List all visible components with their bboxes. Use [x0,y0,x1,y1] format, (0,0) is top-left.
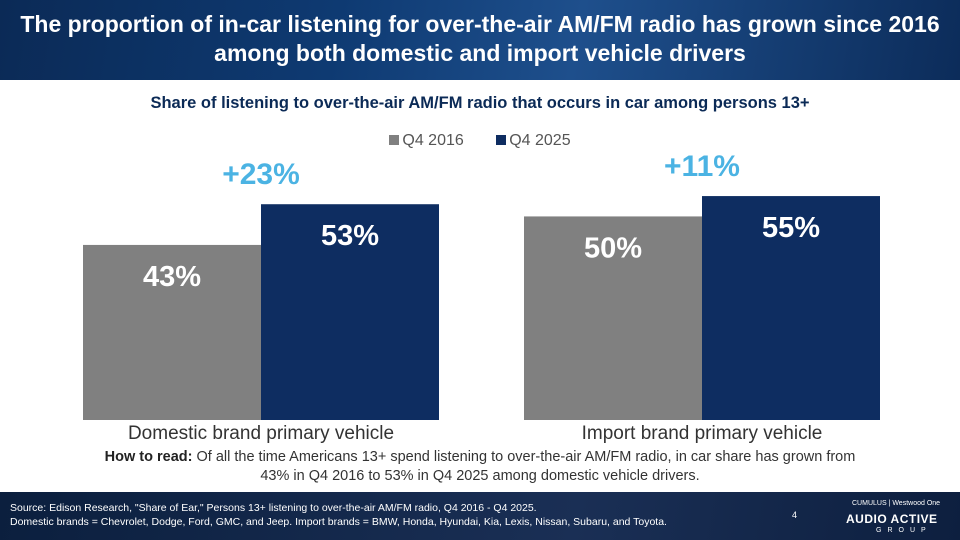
brand-top-line: CUMULUS | Westwood One [852,500,941,507]
data-label-1-2: 53% [321,220,379,252]
how-to-read-label: How to read: [104,449,193,465]
category-label-2: Import brand primary vehicle [582,423,823,444]
growth-annotation-2: +11% [664,150,740,183]
source-text: Source: Edison Research, "Share of Ear,"… [10,502,537,514]
legend-label-q4-2025: Q4 2025 [509,132,571,149]
data-label-2-2: 55% [762,212,820,244]
legend-label-q4-2016: Q4 2016 [402,132,464,149]
brand-logo: AUDIO ACTIVE [846,512,938,526]
bar-2-2 [702,196,880,420]
brand-logo-sub: GROUP [876,527,932,534]
growth-annotation-1: +23% [222,158,300,191]
data-label-2-1: 50% [584,232,642,264]
footer: Source: Edison Research, "Share of Ear,"… [0,492,960,540]
title-banner: The proportion of in-car listening for o… [0,0,960,80]
how-to-read-text: Of all the time Americans 13+ spend list… [192,449,856,484]
page-number: 4 [792,510,798,520]
page-title: The proportion of in-car listening for o… [20,11,940,66]
bar-1-2 [261,204,439,420]
bar-2-1 [524,216,702,420]
data-label-1-1: 43% [143,261,201,293]
legend-swatch-q4-2016 [389,135,400,145]
chart-title: Share of listening to over-the-air AM/FM… [150,94,810,112]
how-to-read: How to read: Of all the time Americans 1… [100,448,860,486]
source-note: Source: Edison Research, "Share of Ear,"… [10,502,730,529]
legend-item-q4-2016: Q4 2016 [389,132,464,150]
legend-swatch-q4-2025 [496,135,507,145]
bar-1-1 [83,244,261,420]
brands-note: Domestic brands = Chevrolet, Dodge, Ford… [10,515,667,528]
chart-legend: Q4 2016 Q4 2025 [0,132,960,150]
category-label-1: Domestic brand primary vehicle [128,423,394,444]
legend-item-q4-2025: Q4 2025 [496,132,571,150]
bar-chart: 43% 53% +23% Domestic brand primary vehicle… [83,150,880,444]
